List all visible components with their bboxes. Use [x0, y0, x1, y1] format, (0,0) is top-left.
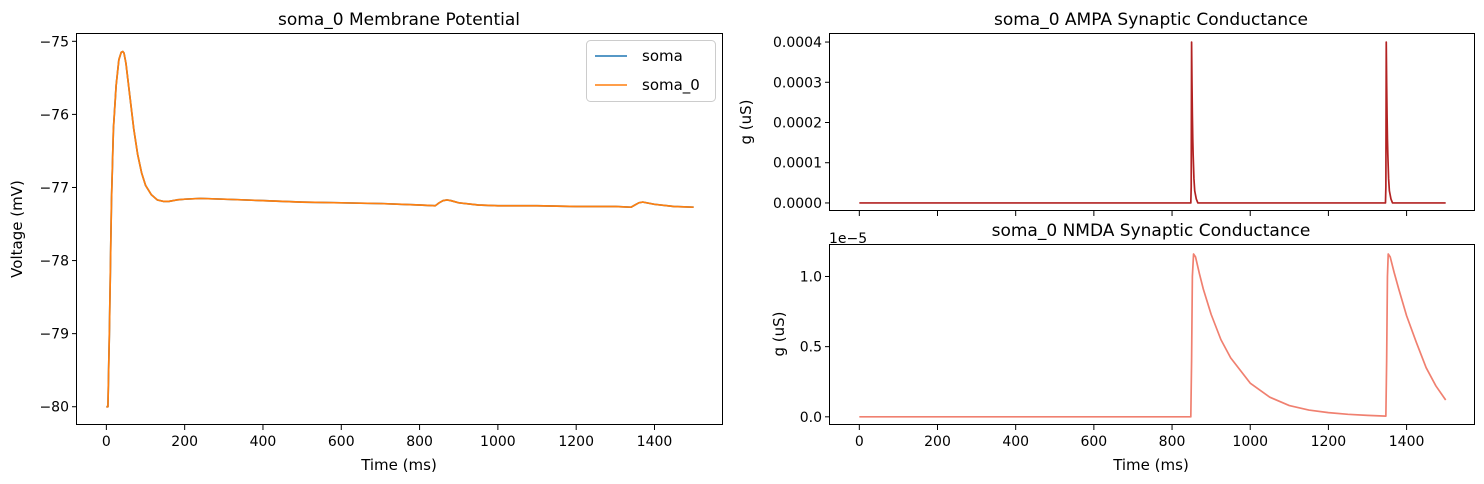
vm-xtick-label: 0 [102, 434, 111, 450]
vm-ytick-label: −75 [39, 34, 69, 50]
membrane-potential-panel: soma_0 Membrane Potential 0 200 400 600 800 1… [8, 10, 723, 474]
vm-xtick-label: 800 [406, 434, 433, 450]
ampa-ytick-label: 0.0001 [773, 156, 822, 172]
nmda-xtick-label: 0 [855, 434, 864, 450]
ampa-ylabel: g (uS) [737, 99, 755, 144]
nmda-series-line [859, 253, 1447, 418]
ampa-ytick-label: 0.0004 [773, 35, 822, 51]
vm-xtick-label: 600 [328, 434, 355, 450]
vm-ytick-label: −80 [39, 400, 69, 416]
nmda-ytick-label: 1.0 [800, 269, 822, 285]
ampa-ytick-label: 0.0002 [773, 116, 822, 132]
nmda-ticks: 0 200 400 600 800 1000 1200 1400 0.0 0.5 1.0 [800, 269, 1425, 450]
nmda-ylabel: g (uS) [770, 311, 788, 356]
legend-label-soma-0: soma_0 [642, 76, 700, 95]
ampa-ytick-label: 0.0003 [773, 75, 822, 91]
ampa-title: soma_0 AMPA Synaptic Conductance [994, 10, 1308, 30]
ampa-ticks: 0.0000 0.0001 0.0002 0.0003 0.0004 [773, 35, 1408, 216]
ampa-ytick-label: 0.0000 [773, 196, 822, 212]
legend: soma soma_0 [586, 40, 716, 102]
nmda-xtick-label: 600 [1080, 434, 1107, 450]
ampa-frame [829, 33, 1475, 211]
vm-ytick-label: −78 [39, 254, 69, 270]
vm-ytick-label: −79 [39, 327, 69, 343]
nmda-frame [829, 244, 1475, 425]
nmda-xtick-label: 1000 [1232, 434, 1268, 450]
ampa-lines [859, 41, 1446, 204]
vm-ytick-label: −77 [39, 180, 69, 196]
legend-label-soma: soma [642, 47, 683, 65]
vm-series-soma [106, 50, 694, 408]
membrane-potential-ticks: 0 200 400 600 800 1000 1200 1400 −80 −79 −78 −77 −76… [39, 34, 672, 450]
vm-xtick-label: 1200 [558, 434, 594, 450]
membrane-potential-ylabel: Voltage (mV) [8, 180, 26, 278]
vm-ytick-label: −76 [39, 107, 69, 123]
nmda-xtick-label: 1200 [1311, 434, 1347, 450]
membrane-potential-lines [106, 50, 694, 408]
nmda-xtick-label: 200 [924, 434, 951, 450]
vm-xtick-label: 1400 [637, 434, 673, 450]
nmda-lines [859, 253, 1447, 418]
ampa-panel: soma_0 AMPA Synaptic Conductance 0.00000… [737, 10, 1475, 216]
vm-series-soma-0 [106, 50, 694, 408]
nmda-ytick-label: 0.5 [800, 340, 822, 356]
nmda-xtick-label: 800 [1159, 434, 1186, 450]
nmda-panel: soma_0 NMDA Synaptic Conductance 1e−5 0 2… [770, 221, 1475, 474]
membrane-potential-frame [76, 33, 723, 425]
nmda-title: soma_0 NMDA Synaptic Conductance [992, 221, 1311, 241]
vm-xtick-label: 200 [171, 434, 198, 450]
vm-xtick-label: 400 [250, 434, 277, 450]
membrane-potential-xlabel: Time (ms) [360, 456, 437, 474]
nmda-xlabel: Time (ms) [1112, 456, 1189, 474]
ampa-series-line [859, 41, 1446, 204]
nmda-xtick-label: 400 [1002, 434, 1029, 450]
nmda-xtick-label: 1400 [1389, 434, 1425, 450]
nmda-ytick-label: 0.0 [800, 410, 822, 426]
nmda-offset-label: 1e−5 [829, 231, 867, 247]
vm-xtick-label: 1000 [480, 434, 516, 450]
membrane-potential-title: soma_0 Membrane Potential [278, 10, 520, 30]
